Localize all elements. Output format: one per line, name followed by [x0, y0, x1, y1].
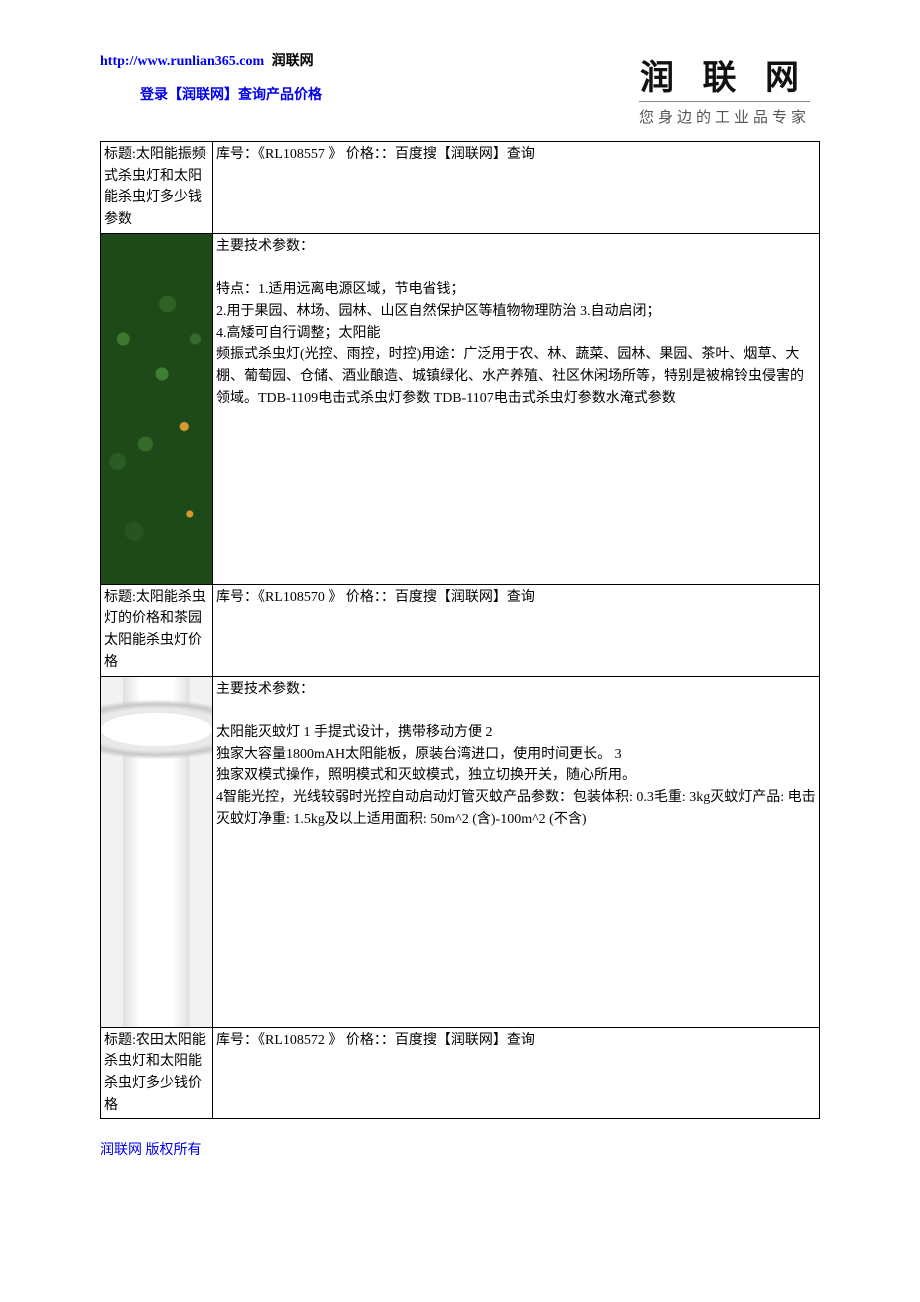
- product-image-lamp: [101, 677, 212, 1027]
- title-cell: 标题:农田太阳能杀虫灯和太阳能杀虫灯多少钱价格: [101, 1027, 213, 1119]
- table-row: 主要技术参数： 太阳能灭蚊灯 1 手提式设计，携带移动方便 2 独家大容量180…: [101, 676, 820, 1027]
- header-left: http://www.runlian365.com 润联网 登录【润联网】查询产…: [100, 50, 322, 104]
- product-image-plants: [101, 234, 212, 584]
- table-row: 标题:太阳能杀虫灯的价格和茶园太阳能杀虫灯价格 库号：《RL108570 》 价…: [101, 584, 820, 676]
- info-cell: 库号：《RL108570 》 价格：：百度搜【润联网】查询: [213, 584, 820, 676]
- page: http://www.runlian365.com 润联网 登录【润联网】查询产…: [0, 0, 920, 1189]
- logo-sub: 您身边的工业品专家: [639, 106, 810, 127]
- info-cell: 库号：《RL108557 》 价格：：百度搜【润联网】查询: [213, 142, 820, 234]
- table-row: 主要技术参数： 特点：1.适用远离电源区域，节电省钱； 2.用于果园、林场、园林…: [101, 233, 820, 584]
- spec-cell: 主要技术参数： 太阳能灭蚊灯 1 手提式设计，携带移动方便 2 独家大容量180…: [213, 676, 820, 1027]
- logo-block: 润 联 网 您身边的工业品专家: [639, 50, 810, 127]
- logo-divider: [639, 101, 810, 102]
- image-cell: [101, 676, 213, 1027]
- title-label: 标题:: [104, 1033, 136, 1048]
- spec-heading: 主要技术参数：: [216, 236, 816, 258]
- title-cell: 标题:太阳能振频式杀虫灯和太阳能杀虫灯多少钱参数: [101, 142, 213, 234]
- title-label: 标题:: [104, 590, 136, 605]
- spec-heading: 主要技术参数：: [216, 679, 816, 701]
- page-header: http://www.runlian365.com 润联网 登录【润联网】查询产…: [100, 50, 820, 127]
- login-line: 登录【润联网】查询产品价格: [140, 84, 322, 104]
- title-label: 标题:: [104, 147, 136, 162]
- table-row: 标题:农田太阳能杀虫灯和太阳能杀虫灯多少钱价格 库号：《RL108572 》 价…: [101, 1027, 820, 1119]
- site-url-link[interactable]: http://www.runlian365.com: [100, 54, 264, 69]
- table-row: 标题:太阳能振频式杀虫灯和太阳能杀虫灯多少钱参数 库号：《RL108557 》 …: [101, 142, 820, 234]
- info-cell: 库号：《RL108572 》 价格：：百度搜【润联网】查询: [213, 1027, 820, 1119]
- logo-main: 润 联 网: [639, 50, 810, 99]
- site-name: 润联网: [272, 54, 314, 69]
- header-url-line: http://www.runlian365.com 润联网: [100, 50, 322, 70]
- footer-copyright-link[interactable]: 润联网 版权所有: [100, 1143, 202, 1158]
- footer: 润联网 版权所有: [100, 1139, 820, 1159]
- spec-body: 太阳能灭蚊灯 1 手提式设计，携带移动方便 2 独家大容量1800mAH太阳能板…: [216, 722, 816, 830]
- login-link[interactable]: 登录【润联网】查询产品价格: [140, 88, 322, 103]
- title-cell: 标题:太阳能杀虫灯的价格和茶园太阳能杀虫灯价格: [101, 584, 213, 676]
- spec-body: 特点：1.适用远离电源区域，节电省钱； 2.用于果园、林场、园林、山区自然保护区…: [216, 279, 816, 409]
- product-table: 标题:太阳能振频式杀虫灯和太阳能杀虫灯多少钱参数 库号：《RL108557 》 …: [100, 141, 820, 1119]
- spec-cell: 主要技术参数： 特点：1.适用远离电源区域，节电省钱； 2.用于果园、林场、园林…: [213, 233, 820, 584]
- image-cell: [101, 233, 213, 584]
